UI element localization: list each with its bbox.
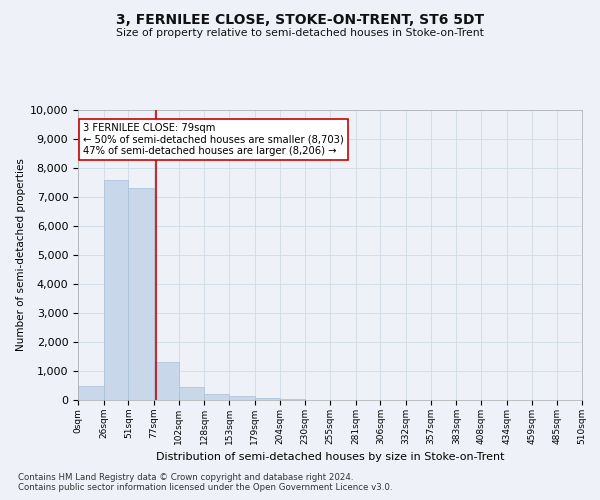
Bar bbox=[128, 188, 154, 400]
Bar bbox=[154, 362, 179, 400]
Text: 3, FERNILEE CLOSE, STOKE-ON-TRENT, ST6 5DT: 3, FERNILEE CLOSE, STOKE-ON-TRENT, ST6 5… bbox=[116, 12, 484, 26]
Bar bbox=[104, 180, 128, 400]
Bar bbox=[229, 396, 255, 400]
Bar bbox=[78, 386, 104, 400]
Text: Contains HM Land Registry data © Crown copyright and database right 2024.: Contains HM Land Registry data © Crown c… bbox=[18, 472, 353, 482]
Bar bbox=[179, 387, 205, 400]
Y-axis label: Number of semi-detached properties: Number of semi-detached properties bbox=[16, 158, 26, 352]
Text: 3 FERNILEE CLOSE: 79sqm
← 50% of semi-detached houses are smaller (8,703)
47% of: 3 FERNILEE CLOSE: 79sqm ← 50% of semi-de… bbox=[83, 123, 344, 156]
Bar bbox=[280, 399, 305, 400]
Bar bbox=[255, 398, 280, 400]
Bar bbox=[205, 394, 229, 400]
Text: Size of property relative to semi-detached houses in Stoke-on-Trent: Size of property relative to semi-detach… bbox=[116, 28, 484, 38]
X-axis label: Distribution of semi-detached houses by size in Stoke-on-Trent: Distribution of semi-detached houses by … bbox=[156, 452, 504, 462]
Text: Contains public sector information licensed under the Open Government Licence v3: Contains public sector information licen… bbox=[18, 482, 392, 492]
